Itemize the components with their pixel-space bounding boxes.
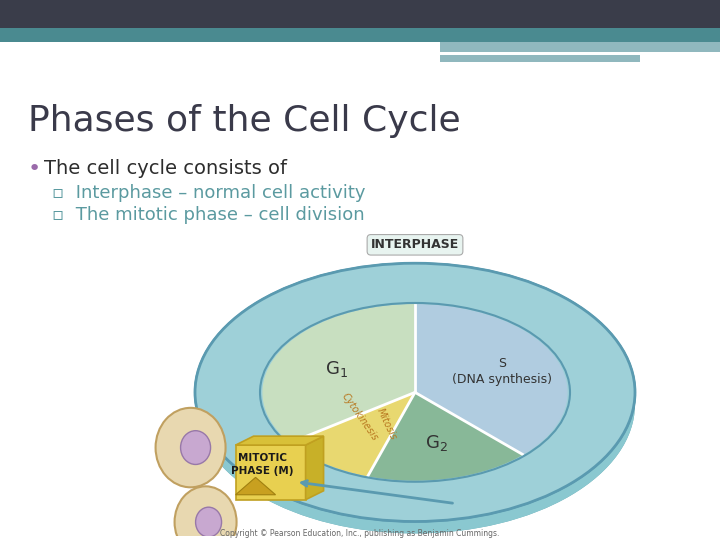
Text: S
(DNA synthesis): S (DNA synthesis) <box>452 357 552 386</box>
Ellipse shape <box>260 315 570 494</box>
Text: ▫  The mitotic phase – cell division: ▫ The mitotic phase – cell division <box>52 206 364 224</box>
Ellipse shape <box>195 275 635 534</box>
Text: Cytokinesis: Cytokinesis <box>339 392 379 443</box>
Text: INTERPHASE: INTERPHASE <box>371 238 459 251</box>
Text: Copyright © Pearson Education, Inc., publishing as Benjamin Cummings.: Copyright © Pearson Education, Inc., pub… <box>220 529 500 538</box>
Text: The cell cycle consists of: The cell cycle consists of <box>44 159 287 178</box>
Bar <box>0 0 720 28</box>
Bar <box>440 42 720 52</box>
Ellipse shape <box>181 431 210 464</box>
Polygon shape <box>291 393 415 476</box>
Polygon shape <box>415 305 567 454</box>
Bar <box>440 52 720 55</box>
Polygon shape <box>263 305 415 443</box>
Polygon shape <box>235 477 276 495</box>
Text: Phases of the Cell Cycle: Phases of the Cell Cycle <box>28 104 461 138</box>
Text: G$_1$: G$_1$ <box>325 359 348 379</box>
Polygon shape <box>368 393 523 480</box>
Bar <box>440 55 640 62</box>
Ellipse shape <box>195 263 635 522</box>
Polygon shape <box>235 445 305 500</box>
Polygon shape <box>195 263 635 522</box>
Text: G$_2$: G$_2$ <box>425 434 448 454</box>
Text: MITOTIC
PHASE (M): MITOTIC PHASE (M) <box>231 453 294 476</box>
Bar <box>0 28 720 42</box>
Text: •: • <box>28 159 41 179</box>
Polygon shape <box>305 436 323 500</box>
Ellipse shape <box>196 507 222 537</box>
Ellipse shape <box>174 487 237 540</box>
Ellipse shape <box>156 408 225 487</box>
Polygon shape <box>196 400 634 534</box>
Text: Mitosis: Mitosis <box>374 407 398 442</box>
Polygon shape <box>235 436 323 445</box>
Text: ▫  Interphase – normal cell activity: ▫ Interphase – normal cell activity <box>52 184 366 202</box>
